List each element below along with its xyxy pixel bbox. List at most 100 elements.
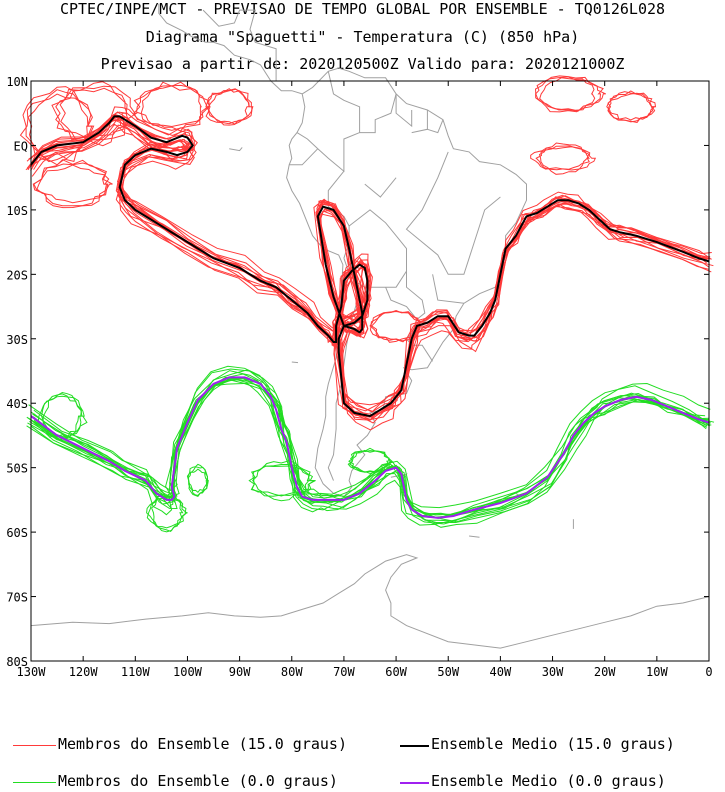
ensemble-member-contour	[19, 93, 95, 161]
ensemble-member-contour	[42, 393, 83, 439]
legend-label: Ensemble Medio (0.0 graus)	[431, 772, 666, 790]
legend-label: Ensemble Medio (15.0 graus)	[431, 735, 675, 753]
ensemble-member-contour	[206, 88, 254, 125]
country-border	[395, 93, 413, 128]
x-tick-label: 120W	[69, 665, 99, 679]
ensemble-member-line	[30, 377, 708, 516]
x-tick-label: 20W	[594, 665, 616, 679]
ensemble-member-line	[27, 378, 708, 519]
ensemble-member-contour	[33, 159, 109, 209]
chart-title-line1: CPTEC/INPE/MCT - PREVISAO DE TEMPO GLOBA…	[59, 0, 666, 18]
ensemble-member-contour	[530, 146, 597, 171]
ensemble-member-contour	[205, 88, 253, 125]
y-tick-label: 60S	[6, 526, 28, 540]
ensemble-member-line	[31, 377, 706, 518]
country-border	[364, 177, 397, 198]
ensemble-member-contour	[41, 391, 83, 441]
ensemble-member-contour	[36, 164, 110, 204]
ensemble-member-contour	[348, 450, 390, 473]
country-border	[405, 151, 501, 275]
ensemble-member-line	[31, 124, 712, 421]
ensemble-member-line	[32, 116, 709, 419]
antarctica-coast	[30, 554, 710, 649]
country-border	[348, 209, 407, 288]
ensemble-member-contour	[140, 81, 202, 132]
ensemble-member-line	[33, 368, 715, 525]
x-tick-label: 80W	[281, 665, 303, 679]
country-border	[432, 274, 464, 304]
ensemble-member-line	[28, 376, 707, 519]
country-border	[411, 110, 428, 134]
ensemble-member-contour	[51, 85, 139, 141]
ensemble-member-contour	[606, 90, 657, 123]
legend-label: Membros do Ensemble (0.0 graus)	[58, 772, 338, 790]
ensemble-member-contour	[347, 449, 393, 473]
ensemble-means-layer	[30, 115, 710, 519]
y-tick-label: 40S	[6, 397, 28, 411]
x-tick-label: 90W	[229, 665, 251, 679]
y-tick-label: 80S	[6, 655, 28, 669]
legend-swatch	[13, 745, 56, 746]
y-tick-label: 10S	[6, 204, 28, 218]
caribbean-coast	[202, 9, 277, 81]
ensemble-member-line	[32, 376, 710, 517]
ensemble-member-contour	[369, 309, 422, 343]
legend-swatch	[400, 782, 429, 784]
ensemble-member-line	[26, 106, 710, 416]
x-tick-label: 40W	[490, 665, 512, 679]
ensemble-member-line	[32, 370, 711, 522]
country-border	[385, 271, 426, 321]
island-coast	[291, 361, 299, 364]
ensemble-member-contour	[535, 76, 607, 112]
country-border	[359, 93, 397, 134]
ensemble-member-line	[29, 378, 711, 523]
chart-title-line3: Previsao a partir de: 2020120500Z Valido…	[100, 55, 625, 73]
ensemble-member-contour	[32, 162, 113, 207]
y-tick-label: 50S	[6, 462, 28, 476]
ensemble-member-line	[30, 117, 714, 413]
ensemble-member-line	[33, 369, 712, 528]
central-america-coast	[158, 3, 303, 95]
plot-frame	[30, 80, 710, 662]
ensemble-member-contour	[186, 463, 209, 498]
y-tick-label: EQ	[14, 139, 28, 153]
ensemble-member-contour	[146, 495, 188, 533]
ensemble-member-line	[30, 365, 711, 526]
ensemble-mean-line	[30, 115, 710, 418]
x-tick-label: 60W	[385, 665, 407, 679]
island-coast	[469, 535, 480, 538]
island-coast	[229, 147, 243, 152]
x-tick-label: 130W	[17, 665, 47, 679]
ensemble-member-contour	[534, 75, 604, 113]
country-border	[427, 119, 444, 134]
x-tick-label: 10W	[646, 665, 668, 679]
ensemble-member-contour	[22, 86, 93, 166]
y-tick-label: 10N	[6, 75, 28, 89]
x-tick-label: 50W	[437, 665, 459, 679]
ensemble-member-line	[26, 373, 710, 523]
ensemble-member-contour	[136, 85, 210, 128]
x-tick-label: 30W	[542, 665, 564, 679]
x-tick-label: 0	[705, 665, 712, 679]
country-border	[296, 71, 361, 173]
ensemble-member-contour	[59, 81, 128, 147]
y-tick-label: 30S	[6, 333, 28, 347]
ensemble-member-contour	[37, 395, 88, 438]
country-border	[289, 148, 319, 166]
ensemble-members-layer	[19, 75, 715, 533]
x-tick-label: 110W	[121, 665, 151, 679]
x-tick-label: 100W	[173, 665, 203, 679]
x-tick-label: 70W	[333, 665, 355, 679]
legend-swatch	[400, 745, 429, 747]
ensemble-member-contour	[250, 464, 316, 497]
y-tick-label: 20S	[6, 268, 28, 282]
ensemble-member-line	[26, 377, 710, 517]
ensemble-member-contour	[607, 91, 654, 124]
axis-ticks-layer: 130W 120W 110W 100W 90W 80W 70W 60W 50W 40W 30W 20W…	[6, 75, 712, 679]
chart-title-line2: Diagrama "Spaguetti" - Temperatura (C) (…	[145, 28, 580, 46]
ensemble-mean-line	[30, 376, 710, 519]
legend-swatch	[13, 782, 56, 783]
y-tick-label: 70S	[6, 591, 28, 605]
legend-label: Membros do Ensemble (15.0 graus)	[58, 735, 347, 753]
